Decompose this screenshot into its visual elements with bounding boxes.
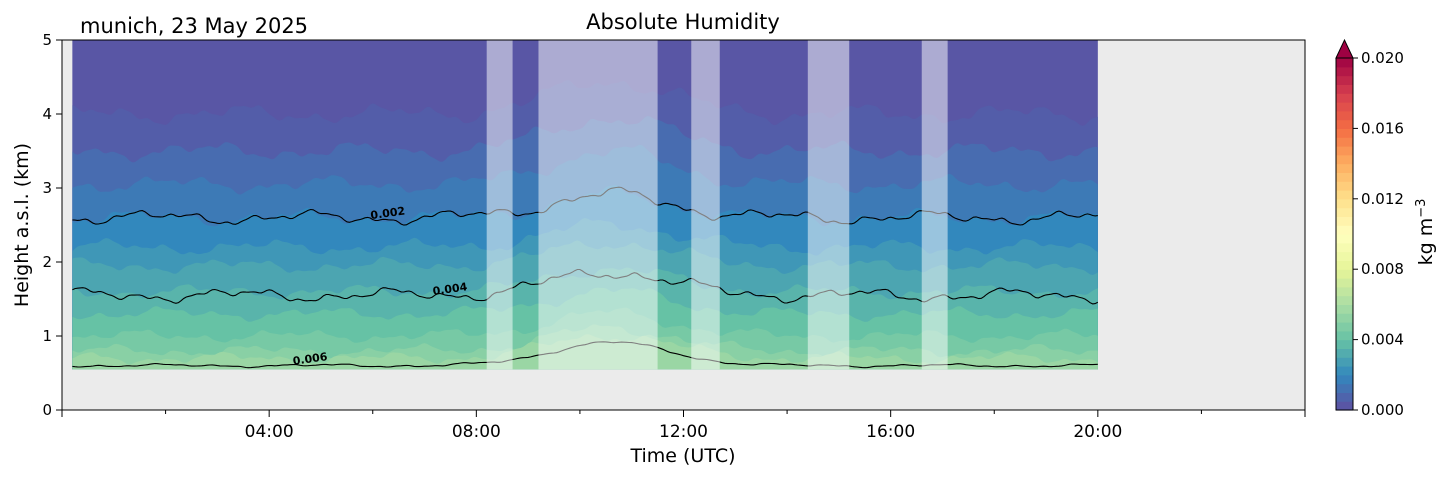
y-tick-label: 1 [42,327,52,345]
chart-title: Absolute Humidity [586,10,780,34]
colorbar-unit: kg m [1415,218,1437,266]
colorbar-segment [1336,366,1353,376]
colorbar-segment [1336,198,1353,209]
colorbar-segment [1336,84,1353,94]
colorbar-segment [1336,242,1353,253]
colorbar-segment [1336,278,1353,288]
colorbar-segment [1336,163,1353,173]
contour-label-0.004: 0.004 [432,280,469,298]
colorbar-segment [1336,102,1353,112]
colorbar-segment [1336,216,1353,226]
colorbar-segment [1336,269,1353,279]
x-tick-label: 20:00 [1073,422,1122,442]
colorbar-segment [1336,234,1353,244]
colorbar-tick-label: 0.004 [1361,331,1404,349]
masked-period-2 [538,40,658,370]
colorbar-segment [1336,374,1353,385]
x-tick-label: 12:00 [659,422,708,442]
colorbar-segment [1336,190,1353,200]
colorbar-segment [1336,154,1353,165]
x-tick-label: 08:00 [452,422,501,442]
masked-period-4 [807,40,850,370]
colorbar-segment [1336,286,1353,297]
colorbar-segment [1336,357,1353,367]
contour-labels: 0.002 0.004 0.006 [292,204,468,367]
location-date-label: munich, 23 May 2025 [80,14,308,38]
colorbar-unit-exponent: −3 [1414,199,1429,218]
colorbar-segment [1336,146,1353,156]
colorbar-segment [1336,383,1353,393]
colorbar-segment [1336,137,1353,147]
y-tick-label: 3 [42,179,52,197]
colorbar-segment [1336,93,1353,103]
masked-period-1 [486,40,513,370]
y-axis-label: Height a.s.l. (km) [11,143,33,307]
colorbar-tick-label: 0.008 [1361,260,1404,278]
x-tick-label: 04:00 [245,422,294,442]
y-axis-ticks: 0 1 2 3 4 5 [42,31,62,419]
colorbar-tick-label: 0.016 [1361,119,1404,137]
colorbar-segment [1336,339,1353,349]
y-tick-label: 2 [42,253,52,271]
x-axis-ticks: 04:00 08:00 12:00 16:00 20:00 [61,410,1306,442]
colorbar-label: kg m−3 [1414,199,1437,266]
colorbar-tick-label: 0.012 [1361,190,1404,208]
colorbar-tick-label: 0.000 [1361,401,1404,419]
colorbar-segment [1336,313,1353,323]
colorbar-segment [1336,295,1353,305]
y-tick-label: 0 [42,401,52,419]
colorbar-segment [1336,172,1353,182]
masked-period-5 [921,40,948,370]
colorbar-frame [1335,58,1354,411]
colorbar-segment [1336,75,1353,85]
colorbar-segment [1336,330,1353,341]
y-tick-label: 5 [42,31,52,49]
colorbar-segment [1336,348,1353,358]
colorbar-segment [1336,322,1353,332]
colorbar-segment [1336,58,1353,68]
colorbar-segment [1336,119,1353,129]
colorbar-segment [1336,207,1353,217]
colorbar-segment [1336,392,1353,402]
colorbar-segment [1336,181,1353,191]
colorbar-segment [1336,225,1353,235]
colorbar-segment [1336,66,1353,77]
contour-label-0.002: 0.002 [370,204,406,222]
masked-period-3 [691,40,720,370]
x-axis-label: Time (UTC) [629,445,735,467]
colorbar: 0.000 0.004 0.008 0.012 0.016 0.020 [1335,38,1404,419]
colorbar-segment [1336,260,1353,270]
masked-periods [486,40,948,370]
contour-label-0.006: 0.006 [292,350,329,368]
colorbar-segment [1336,128,1353,138]
x-tick-label: 16:00 [866,422,915,442]
y-tick-label: 4 [42,105,52,123]
colorbar-segment [1336,251,1353,261]
colorbar-extend-arrow [1335,38,1354,59]
colorbar-segment [1336,304,1353,314]
colorbar-segment [1336,401,1353,411]
colorbar-segment [1336,110,1353,121]
colorbar-tick-label: 0.020 [1361,49,1404,67]
